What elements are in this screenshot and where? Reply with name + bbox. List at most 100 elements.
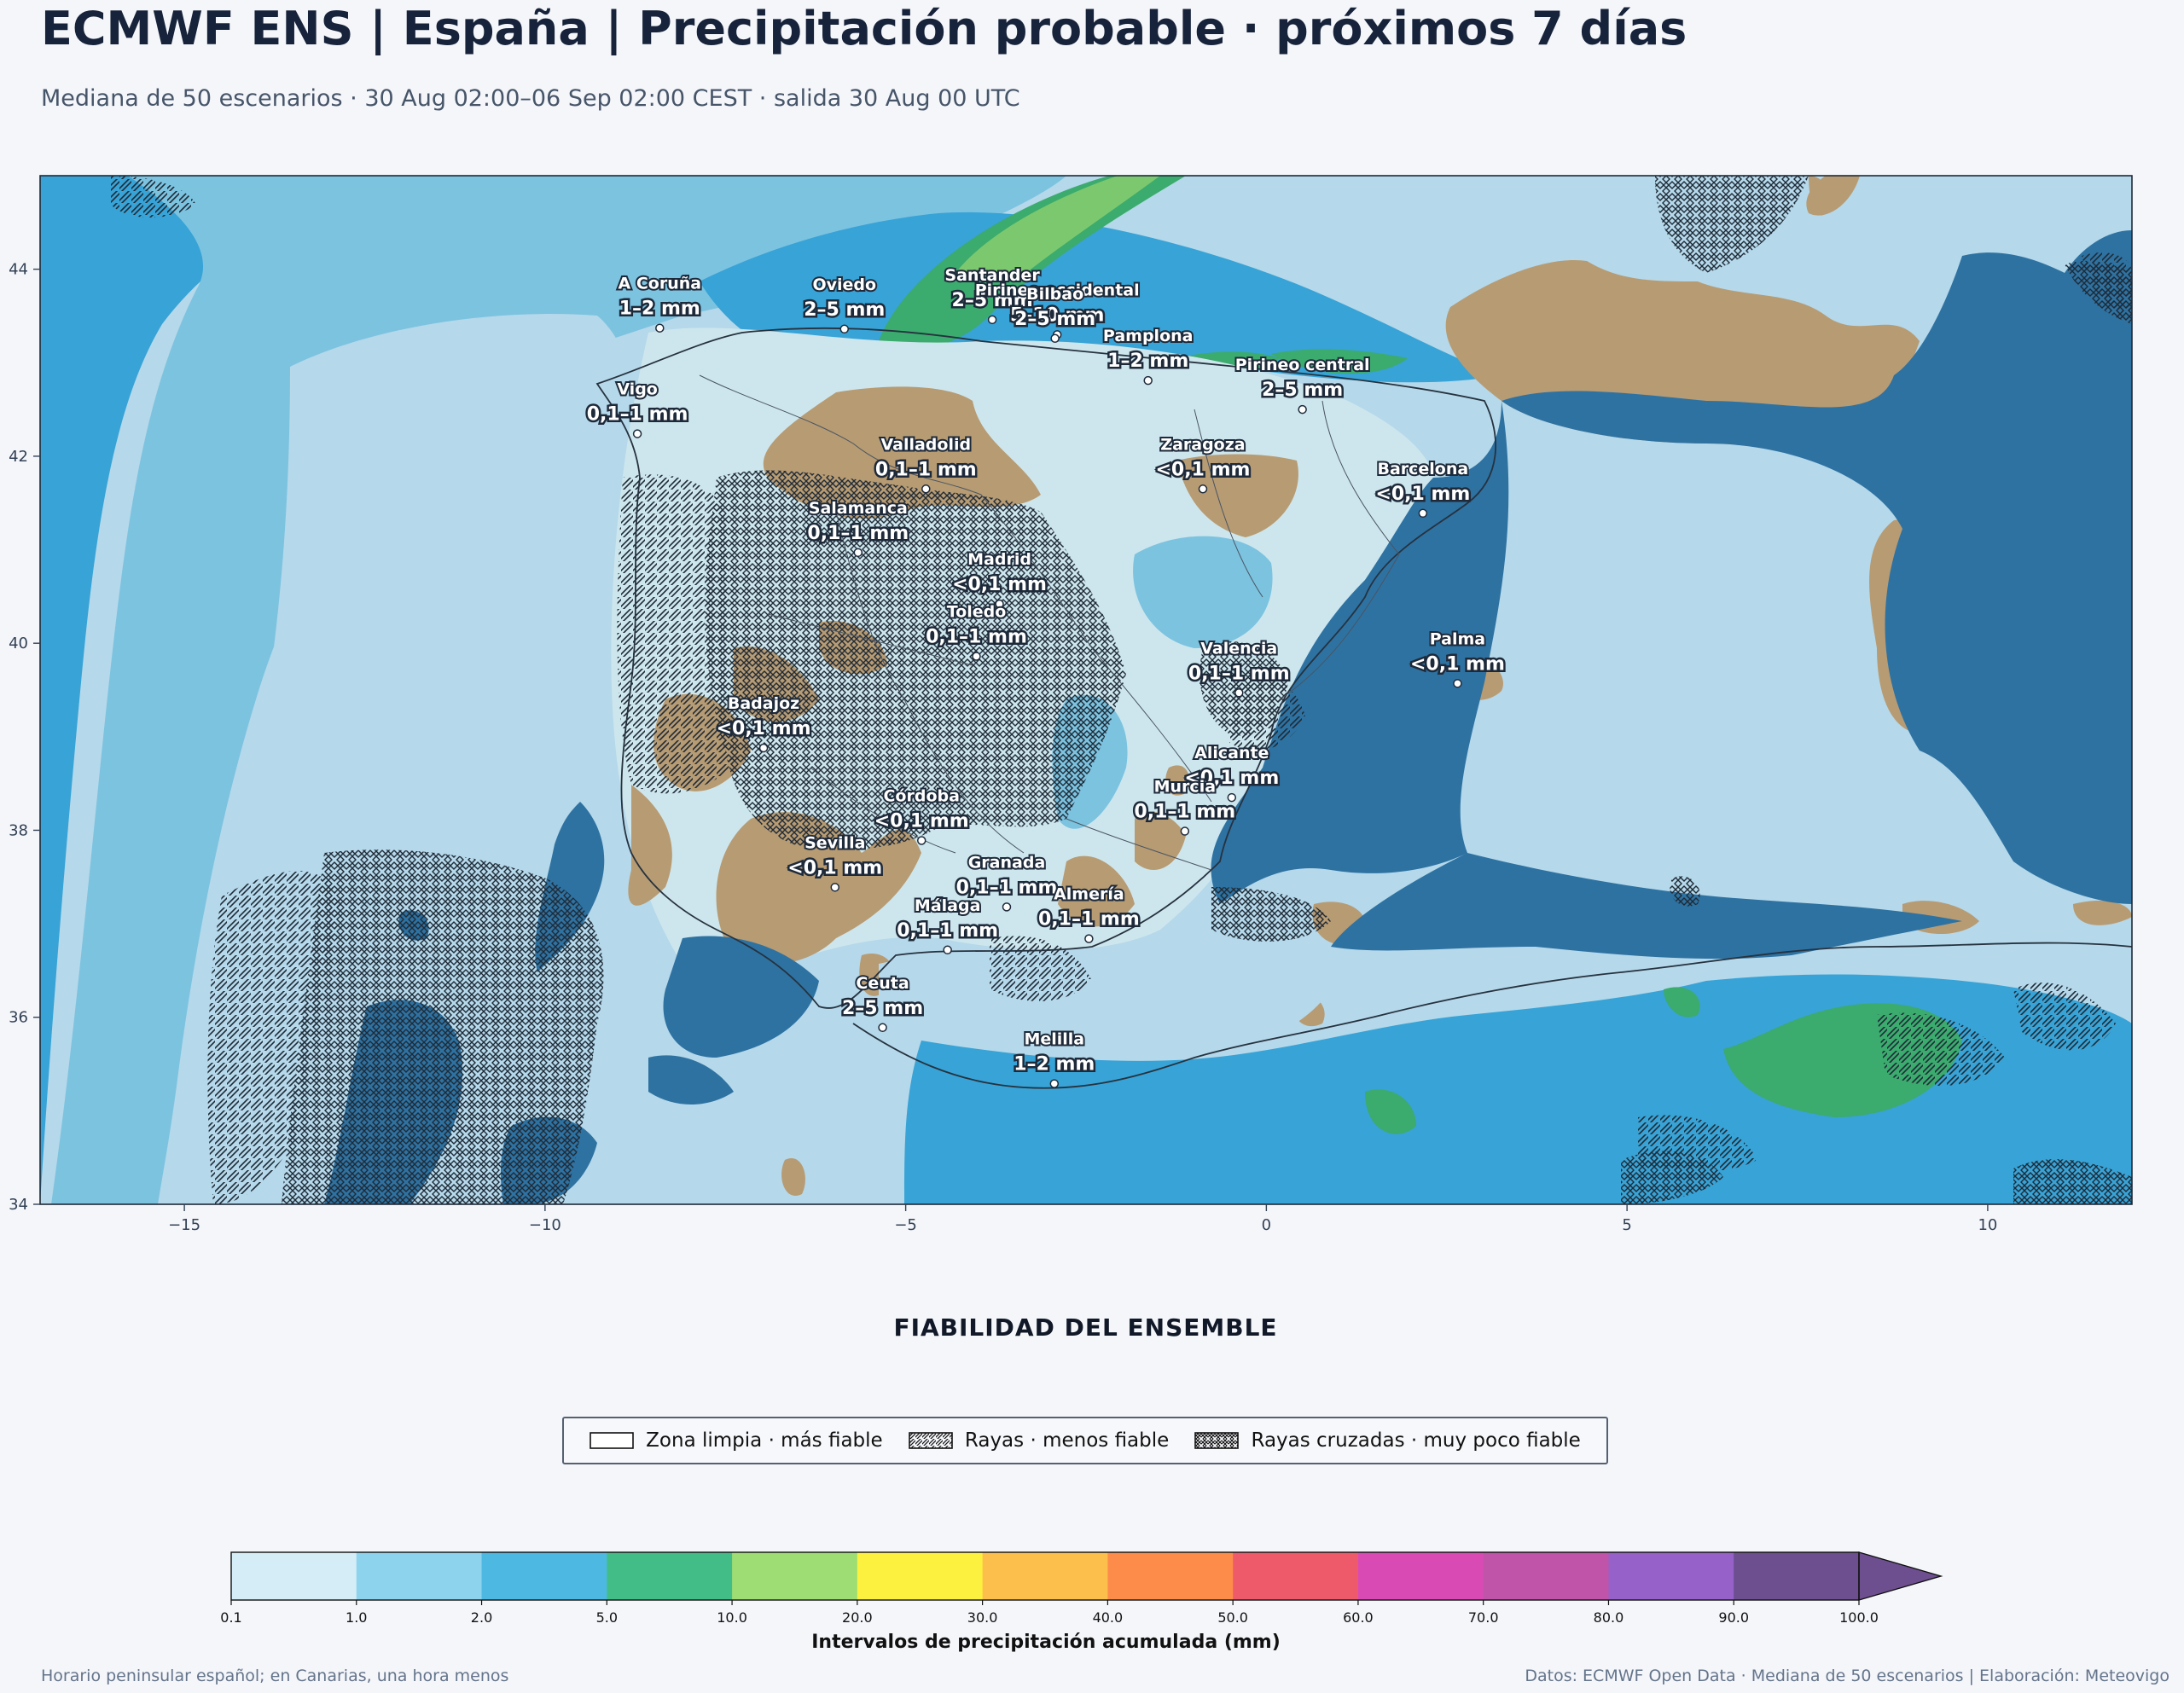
reliability-title: FIABILIDAD DEL ENSEMBLE [893, 1313, 1278, 1342]
city-marker [1418, 508, 1428, 519]
precip-pocket-center [1052, 536, 1273, 829]
city-label: A Coruña 1–2 mm [617, 273, 703, 333]
city-marker [853, 548, 863, 558]
colorbar-segment [607, 1552, 733, 1600]
colorbar-label: Intervalos de precipitación acumulada (m… [811, 1632, 1281, 1653]
legend-item-clear: Zona limpia · más fiable [590, 1429, 883, 1452]
colorbar-frame [230, 1551, 1860, 1601]
colorbar-tick-label: 0.1 [220, 1609, 241, 1626]
city-precip-value: 0,1–1 mm [587, 404, 688, 426]
y-tick-label: 44 [9, 261, 28, 279]
city-marker [1234, 688, 1244, 698]
city-label: Córdoba <0,1 mm [872, 786, 971, 845]
city-marker [1143, 375, 1153, 386]
city-name: Almería [1054, 885, 1124, 904]
city-precip-value: <0,1 mm [952, 574, 1047, 595]
colorbar-tick-label: 20.0 [842, 1609, 873, 1626]
city-marker [972, 652, 981, 661]
city-name: Zaragoza [1160, 435, 1245, 454]
city-label: Palma <0,1 mm [1408, 628, 1507, 688]
city-precip-value: 0,1–1 mm [926, 627, 1027, 648]
city-label: Sevilla <0,1 mm [786, 832, 885, 892]
city-precip-value: 0,1–1 mm [1038, 909, 1140, 931]
city-name: Valladolid [880, 435, 971, 454]
city-name: Granada [968, 853, 1046, 872]
admin-borders [699, 374, 1400, 871]
city-name: Oviedo [812, 275, 876, 294]
city-precip-value: <0,1 mm [874, 811, 969, 832]
y-tick-label: 42 [9, 448, 28, 466]
city-precip-value: 2–5 mm [952, 290, 1033, 311]
colorbar-segment [982, 1552, 1108, 1600]
map-axes: −15 −10 −5 0 5 10 34 36 38 40 42 44 [9, 261, 1997, 1234]
colorbar-tick-label: 90.0 [1718, 1609, 1749, 1626]
colorbar-tick-label: 50.0 [1217, 1609, 1248, 1626]
reliability-hatching [111, 176, 2132, 1204]
colorbar-segment [1734, 1552, 1860, 1600]
colorbar-tick-label: 60.0 [1343, 1609, 1374, 1626]
colorbar-segment [1233, 1552, 1359, 1600]
city-marker [1084, 934, 1094, 943]
y-tick-label: 34 [9, 1196, 28, 1214]
x-tick-label: −10 [529, 1216, 561, 1234]
y-tick-label: 38 [9, 821, 28, 839]
coastline [595, 327, 1496, 1009]
x-tick-label: −5 [894, 1216, 917, 1234]
reliability-legend: Zona limpia · más fiable Rayas · menos f… [562, 1417, 1608, 1464]
colorbar: 0.1 1.0 2.0 5.0 10.0 20.0 30.0 40.0 50.0 60.0 70.0… [220, 1551, 1943, 1653]
legend-label-clear: Zona limpia · más fiable [646, 1429, 883, 1452]
city-precip-value: 0,1–1 mm [956, 877, 1058, 898]
city-marker [1198, 484, 1208, 494]
city-precip-value: <0,1 mm [1184, 768, 1279, 789]
colorbar-tick-label: 80.0 [1594, 1609, 1624, 1626]
city-marker [655, 323, 665, 333]
colorbar-segment [857, 1552, 984, 1600]
city-label: Badajoz <0,1 mm [714, 693, 813, 753]
y-tick-label: 40 [9, 635, 28, 652]
city-name: Pirineo occidental [975, 281, 1140, 299]
coastline-africa [852, 942, 2132, 1089]
city-label: Alicante <0,1 mm [1182, 742, 1281, 803]
city-marker [1002, 902, 1012, 912]
city-marker [878, 1023, 887, 1033]
city-precip-value: 2–5 mm [842, 998, 923, 1019]
city-label: Almería 0,1–1 mm [1036, 884, 1141, 943]
city-label: Pirineo occidental 5–10 mm [973, 279, 1141, 339]
city-label: Zaragoza <0,1 mm [1153, 433, 1252, 494]
city-precip-value: <0,1 mm [717, 718, 811, 739]
city-precip-value: 5–10 mm [1010, 304, 1104, 326]
city-name: Barcelona [1377, 460, 1468, 478]
city-name: Palma [1430, 629, 1485, 648]
x-tick-label: −15 [168, 1216, 200, 1234]
colorbar-tick-label: 5.0 [596, 1609, 618, 1626]
city-label: Bilbao 2–5 mm [1013, 283, 1098, 344]
colorbar-segments [230, 1551, 1943, 1601]
city-name: Bilbao [1026, 285, 1083, 304]
crosshatch-swatch-icon [1194, 1432, 1240, 1449]
colorbar-segment [1357, 1552, 1484, 1600]
map-field: A Coruña 1–2 mm Oviedo 2–5 mm Santander 2–5 m… [40, 176, 2132, 1204]
colorbar-segment [732, 1552, 858, 1600]
city-label: Valladolid 0,1–1 mm [873, 433, 979, 494]
city-label: Ceuta 2–5 mm [840, 972, 926, 1033]
city-marker [995, 599, 1004, 609]
city-name: Melilla [1024, 1030, 1084, 1049]
x-tick-label: 10 [1978, 1216, 1997, 1234]
city-marker [916, 836, 926, 845]
city-precip-value: 0,1–1 mm [807, 523, 909, 544]
colorbar-tick-label: 1.0 [346, 1609, 367, 1626]
city-name: Salamanca [809, 499, 908, 518]
city-precip-value: 1–2 mm [1107, 351, 1188, 372]
colorbar-extend-arrow [1858, 1551, 1943, 1601]
colorbar-segment [1483, 1552, 1609, 1600]
clear-swatch-icon [590, 1432, 634, 1449]
city-marker [987, 315, 997, 325]
city-label: Vigo 0,1–1 mm [584, 379, 690, 438]
map-frame [39, 175, 2133, 1205]
city-marker [839, 324, 850, 334]
city-name: Sevilla [804, 833, 865, 852]
footer-credits: Datos: ECMWF Open Data · Mediana de 50 e… [1525, 1667, 2169, 1685]
city-precip-value: 0,1–1 mm [897, 920, 998, 942]
city-label: Santander 2–5 mm [943, 264, 1042, 325]
city-name: Madrid [967, 550, 1031, 569]
